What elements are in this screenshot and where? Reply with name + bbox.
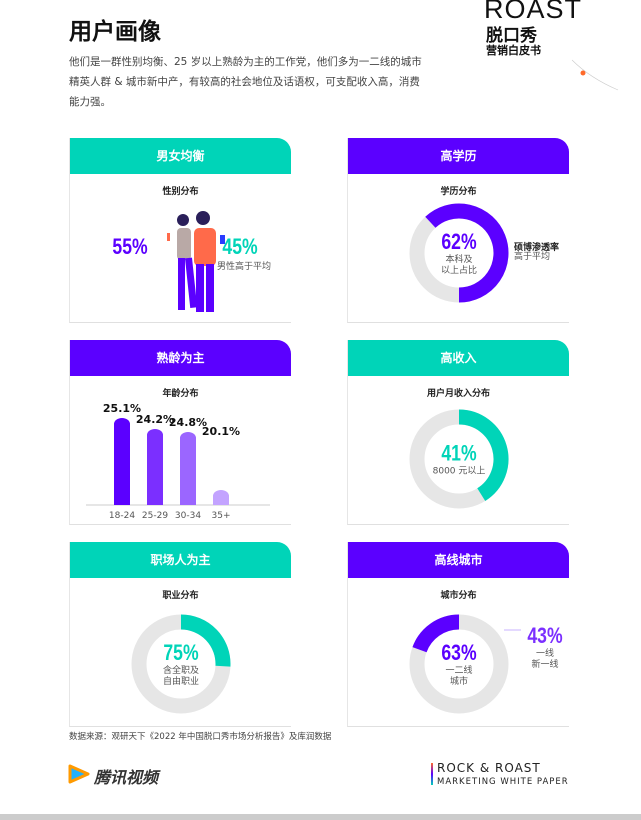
card-subtitle: 学历分布	[440, 187, 477, 197]
male-percent: 45%	[222, 234, 258, 259]
city-value: 63%	[441, 640, 477, 665]
bar-25-29	[147, 429, 163, 505]
education-value: 62%	[441, 229, 477, 254]
bar-value-label: 20.1%	[202, 425, 240, 438]
donut-arc	[412, 614, 460, 653]
card-city: 高线城市 城市分布 63% 一二线 城市 43% 一线 新一线	[347, 542, 569, 727]
education-donut	[409, 203, 509, 303]
occupation-donut	[131, 614, 231, 714]
income-value: 41%	[441, 440, 477, 466]
card-occupation: 职场人为主 职业分布 75% 含全职及 自由职业	[69, 542, 291, 727]
card-subtitle: 城市分布	[440, 591, 477, 601]
donut-center: 75% 含全职及 自由职业	[159, 640, 203, 688]
x-tick-label: 30-34	[175, 511, 201, 521]
card-header: 熟龄为主	[70, 340, 291, 376]
rr-subtitle: MARKETING WHITE PAPER	[437, 777, 569, 787]
card-gender: 男女均衡 性别分布 55% 45% 男性高于平均	[69, 138, 291, 323]
logo-cn: 脱口秀	[486, 26, 537, 46]
couple-illustration	[167, 211, 225, 312]
city-donut	[409, 614, 521, 714]
card-subtitle: 性别分布	[162, 187, 199, 197]
bar-18-24	[114, 418, 130, 505]
orange-dot	[580, 70, 586, 76]
card-header: 高学历	[348, 138, 569, 174]
donut-center: 41% 8000 元以上	[433, 441, 486, 478]
donut-label: 自由职业	[162, 677, 200, 687]
card-education: 高学历 学历分布 62% 本科及 以上占比 硕博渗透率 高于平均	[347, 138, 569, 323]
side-label: 新一线	[531, 660, 559, 670]
logo-sub: 营销白皮书	[486, 44, 541, 57]
card-age: 熟龄为主 年龄分布 25.1% 18-24 24.2% 25-29 24.8% 30-34…	[69, 340, 291, 525]
donut-center: 63% 一二线 城市	[437, 640, 481, 688]
decor-line	[571, 59, 619, 91]
side-label: 一线	[535, 649, 555, 659]
card-subtitle: 用户月收入分布	[426, 389, 490, 399]
donut-arc	[458, 409, 509, 501]
card-subtitle: 职业分布	[162, 591, 199, 601]
female-percent: 55%	[112, 234, 148, 259]
intro-text: 他们是一群性别均衡、25 岁以上熟龄为主的工作党，他们多为一二线的城市精英人群 …	[69, 56, 422, 108]
card-subtitle: 年龄分布	[162, 389, 199, 399]
data-source: 数据来源：观研天下《2022 年中国脱口秀市场分析报告》及库润数据	[69, 732, 332, 742]
bar-value-label: 24.2%	[136, 413, 174, 426]
roast-logo: ROAST	[484, 0, 583, 24]
card-income: 高收入 用户月收入分布 41% 8000 元以上	[347, 340, 569, 525]
donut-arc	[180, 614, 231, 667]
bar-35+	[213, 490, 229, 505]
note: 高于平均	[514, 252, 551, 262]
card-header: 高线城市	[348, 542, 569, 578]
side-stat: 43% 一线 新一线	[523, 623, 567, 671]
page-title: 用户画像	[69, 19, 161, 45]
x-tick-label: 18-24	[109, 511, 135, 521]
donut-label: 8000 元以上	[432, 466, 486, 477]
income-donut	[409, 409, 509, 509]
donut-label: 本科及	[445, 255, 473, 265]
donut-label: 含全职及	[162, 666, 200, 676]
male-note: 男性高于平均	[217, 262, 272, 272]
donut-label: 以上占比	[440, 266, 478, 276]
donut-arc	[425, 203, 509, 303]
bar-value-label: 24.8%	[169, 416, 207, 429]
rr-bar	[431, 763, 433, 785]
rr-title: ROCK & ROAST	[437, 761, 541, 775]
donut-center: 62% 本科及 以上占比	[437, 229, 481, 277]
donut-label: 一二线	[445, 666, 473, 676]
bar-30-34	[180, 432, 196, 505]
age-bar-chart: 25.1% 18-24 24.2% 25-29 24.8% 30-34 20.1% 35+	[86, 402, 270, 521]
tier1-value: 43%	[527, 623, 563, 648]
card-header: 职场人为主	[70, 542, 291, 578]
card-header: 高收入	[348, 340, 569, 376]
tencent-video-logo: 腾讯视频	[94, 768, 159, 787]
bar-value-label: 25.1%	[103, 402, 141, 415]
donut-label: 城市	[449, 677, 469, 687]
card-header: 男女均衡	[70, 138, 291, 174]
note-title: 硕博渗透率	[514, 243, 560, 253]
x-tick-label: 35+	[212, 511, 231, 521]
x-tick-label: 25-29	[142, 511, 168, 521]
occupation-value: 75%	[163, 640, 199, 665]
bottom-bar	[0, 814, 641, 820]
